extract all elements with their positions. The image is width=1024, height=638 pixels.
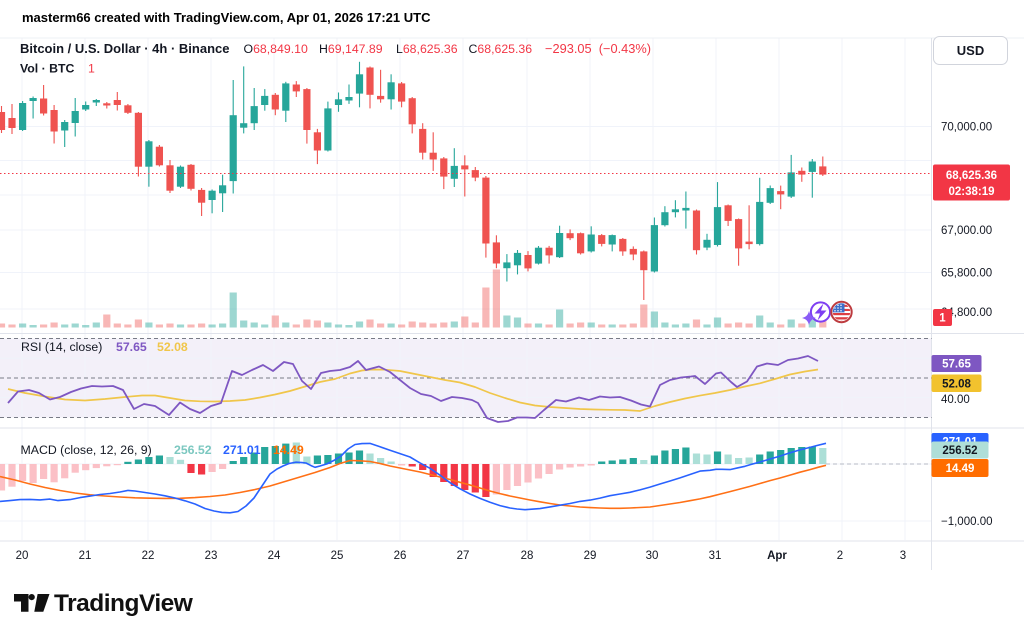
svg-text:Bitcoin / U.S. Dollar · 4h · B: Bitcoin / U.S. Dollar · 4h · Binance xyxy=(20,41,229,56)
svg-text:70,000.00: 70,000.00 xyxy=(941,122,992,134)
svg-text:67,000.00: 67,000.00 xyxy=(941,225,992,237)
svg-text:30: 30 xyxy=(646,550,659,562)
svg-text:14.49: 14.49 xyxy=(946,463,975,475)
svg-text:−293.05 (−0.43%): −293.05 (−0.43%) xyxy=(545,41,651,56)
svg-text:TradingView: TradingView xyxy=(54,590,194,617)
svg-text:64,800.00: 64,800.00 xyxy=(941,307,992,319)
svg-text:26: 26 xyxy=(394,550,407,562)
svg-text:40.00: 40.00 xyxy=(941,394,970,406)
svg-text:25: 25 xyxy=(331,550,344,562)
svg-text:256.52: 256.52 xyxy=(942,445,977,457)
svg-text:256.52: 256.52 xyxy=(174,443,212,457)
svg-text:3: 3 xyxy=(900,550,906,562)
svg-text:Apr: Apr xyxy=(767,550,787,562)
svg-text:masterm66 created with Trading: masterm66 created with TradingView.com, … xyxy=(22,10,431,25)
svg-text:RSI (14, close): RSI (14, close) xyxy=(21,340,102,354)
svg-text:14.49: 14.49 xyxy=(273,443,304,457)
svg-text:57.65: 57.65 xyxy=(942,359,971,371)
svg-text:Vol · BTC: Vol · BTC xyxy=(20,62,75,76)
svg-text:1: 1 xyxy=(88,62,95,76)
svg-text:22: 22 xyxy=(142,550,155,562)
svg-text:L68,625.36: L68,625.36 xyxy=(396,42,458,56)
svg-text:23: 23 xyxy=(205,550,218,562)
svg-text:1: 1 xyxy=(939,313,946,325)
svg-text:02:38:19: 02:38:19 xyxy=(948,186,994,198)
svg-text:H69,147.89: H69,147.89 xyxy=(319,42,383,56)
svg-text:65,800.00: 65,800.00 xyxy=(941,268,992,280)
svg-text:271.01: 271.01 xyxy=(223,443,261,457)
svg-text:52.08: 52.08 xyxy=(942,379,971,391)
svg-text:31: 31 xyxy=(709,550,722,562)
svg-text:21: 21 xyxy=(79,550,92,562)
svg-text:USD: USD xyxy=(957,43,984,58)
svg-text:O68,849.10: O68,849.10 xyxy=(244,42,308,56)
svg-text:20: 20 xyxy=(16,550,29,562)
svg-text:C68,625.36: C68,625.36 xyxy=(469,42,533,56)
svg-text:29: 29 xyxy=(584,550,597,562)
svg-text:52.08: 52.08 xyxy=(157,340,188,354)
svg-text:68,625.36: 68,625.36 xyxy=(946,170,997,182)
svg-text:−1,000.00: −1,000.00 xyxy=(941,516,992,528)
svg-text:MACD (close, 12, 26, 9): MACD (close, 12, 26, 9) xyxy=(21,443,152,457)
svg-text:2: 2 xyxy=(837,550,843,562)
svg-text:28: 28 xyxy=(521,550,534,562)
svg-text:57.65: 57.65 xyxy=(116,340,147,354)
svg-text:27: 27 xyxy=(457,550,470,562)
svg-text:24: 24 xyxy=(268,550,281,562)
